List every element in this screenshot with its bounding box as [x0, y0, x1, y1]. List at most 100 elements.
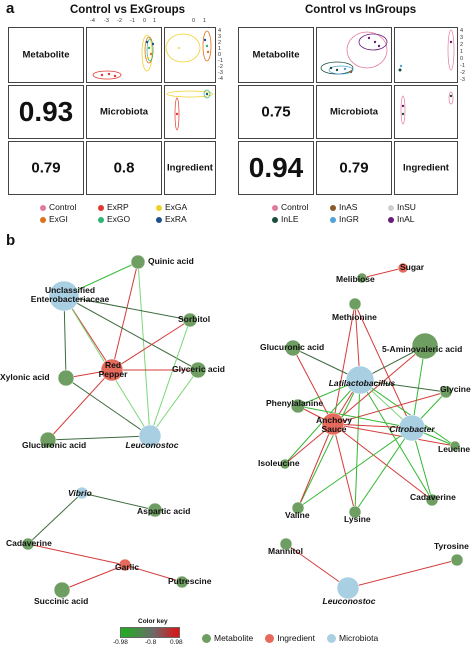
- node-garlic: [118, 558, 132, 572]
- right-value-met-mic-cell: 0.75: [238, 85, 314, 139]
- edge-vibrio-cadaverine1: [27, 492, 83, 545]
- node-leuco2: [336, 576, 360, 600]
- node-sorbitol: [182, 312, 198, 328]
- node-label-cadaverine1: Cadaverine: [6, 538, 52, 548]
- left-legend-item-exra: ExRA: [156, 214, 187, 224]
- edge-glyceric-leuco1: [149, 369, 199, 437]
- edge-anchovy-cadaverine2: [332, 423, 433, 501]
- node-legend-item-microbiota: Microbiota: [327, 633, 378, 644]
- edge-mannitol-leuco2: [285, 543, 349, 589]
- node-phenylalanine: [290, 398, 306, 414]
- node-label-tyrosine: Tyrosine: [434, 541, 469, 551]
- node-label-melibiose: Melibiose: [336, 274, 375, 284]
- right-scatter-met-ing-plot: [398, 29, 455, 72]
- node-label2-redpepper: Pepper: [99, 369, 129, 379]
- left-value-met-ing: 0.79: [31, 159, 61, 177]
- node-label-putrescine: Putrescine: [168, 576, 212, 586]
- right-diag-ingredient: Ingredient: [394, 141, 458, 195]
- right-legend-label: InAS: [339, 202, 358, 212]
- node-leuco1: [138, 424, 162, 448]
- left-tick-right-3: 1: [218, 46, 222, 52]
- node-label-redpepper: Red: [105, 360, 121, 370]
- node-label-leucine: Leucine: [438, 444, 470, 454]
- node-label-methionine: Methionine: [332, 312, 377, 322]
- node-label-unclass: Unclassified: [45, 285, 95, 295]
- left-tick-right-1: 3: [218, 34, 222, 40]
- node-legend-item-metabolite: Metabolite: [202, 633, 253, 644]
- network-nodes: [21, 254, 464, 600]
- right-legend-item-ingr: InGR: [330, 214, 359, 224]
- left-tick-right-0: 4: [218, 28, 222, 34]
- node-aminovaleric: [411, 332, 439, 360]
- right-legend-label: InAL: [397, 214, 415, 224]
- edge-melibiose-sugar: [361, 267, 404, 279]
- edge-redpepper-glucuronic1: [47, 369, 113, 441]
- left-tick-top-4: 0: [143, 18, 147, 24]
- right-legend-item-inal: InAL: [388, 214, 415, 224]
- left-scatter-mic-ing-plot: [166, 89, 214, 131]
- node-label-citro: Citrobacter: [389, 424, 435, 434]
- left-tick-right-7: -3: [218, 70, 223, 76]
- left-panel-title: Control vs ExGroups: [70, 4, 186, 16]
- edge-vibrio-aspartic: [81, 492, 156, 511]
- right-legend-label: InLE: [281, 214, 299, 224]
- node-label-succinic: Succinic acid: [34, 596, 88, 606]
- node-label-phenylalanine: Phenylalanine: [266, 398, 323, 408]
- edge-cadaverine1-garlic: [27, 543, 126, 566]
- left-legend-label: ExRA: [165, 214, 187, 224]
- node-legend-dot: [202, 634, 211, 644]
- node-succinic: [53, 581, 71, 599]
- edge-tyrosine-leuco2: [347, 559, 458, 589]
- right-legend-label: Control: [281, 202, 309, 212]
- right-diag-ingredient-label: Ingredient: [403, 162, 449, 174]
- edge-citro-valine: [297, 427, 413, 509]
- edge-anchovy-lysine: [332, 423, 356, 513]
- left-diag-metabolite: Metabolite: [8, 27, 84, 83]
- node-label-vibrio: Vibrio: [68, 488, 92, 498]
- right-legend-dot: [330, 204, 336, 211]
- right-value-mic-ing: 0.79: [339, 159, 369, 177]
- left-diag-microbiota-label: Microbiota: [99, 106, 149, 118]
- right-tick-right-3: 1: [460, 49, 464, 55]
- right-legend-item-control: Control: [272, 202, 308, 212]
- edge-sorbitol-leuco1: [149, 319, 191, 437]
- left-scatter-mic-ing: [164, 85, 216, 139]
- color-key-tick-0: -0.98: [113, 639, 128, 646]
- left-value-met-mic-cell: 0.93: [8, 85, 84, 139]
- edge-unclass-sorbitol: [63, 295, 191, 321]
- node-tyrosine: [450, 553, 464, 567]
- left-legend-item-exrp: ExRP: [98, 202, 129, 212]
- right-scatter-mic-ing-plot: [400, 91, 454, 125]
- node-unclass: [48, 280, 80, 312]
- left-tick-right-4: 0: [218, 52, 222, 58]
- right-scatter-met-mic: [316, 27, 392, 83]
- right-legend-dot: [388, 204, 394, 211]
- node-label2-unclass: Enterobacteriaceae: [31, 294, 110, 304]
- node-label-lysine: Lysine: [344, 514, 371, 524]
- left-legend-dot: [156, 204, 162, 211]
- node-xylonic: [57, 369, 75, 387]
- right-tick-right-2: 2: [460, 42, 464, 48]
- left-tick-right-2: 2: [218, 40, 222, 46]
- left-legend-dot: [40, 216, 46, 223]
- right-legend-item-inas: InAS: [330, 202, 357, 212]
- right-diag-metabolite-label: Metabolite: [252, 49, 300, 61]
- left-diag-microbiota: Microbiota: [86, 85, 162, 139]
- node-quinic: [130, 254, 146, 270]
- node-glucuronic1: [39, 431, 57, 449]
- right-value-met-ing-cell: 0.94: [238, 141, 314, 195]
- right-scatter-mic-ing: [394, 85, 458, 139]
- node-label-valine: Valine: [285, 510, 310, 520]
- right-diag-microbiota-label: Microbiota: [329, 106, 379, 118]
- node-legend-dot: [265, 634, 275, 644]
- edge-glucuronic1-leuco1: [47, 435, 151, 441]
- left-value-met-ing-cell: 0.79: [8, 141, 84, 195]
- node-label-xylonic: Xylonic acid: [0, 372, 50, 382]
- left-legend-label: ExGA: [165, 202, 188, 212]
- node-label-sugar: Sugar: [400, 262, 425, 272]
- node-putrescine: [175, 575, 189, 589]
- right-value-mic-ing-cell: 0.79: [316, 141, 392, 195]
- node-type-legend: Metabolite Ingredient Microbiota: [202, 628, 390, 646]
- edge-lati-lysine: [354, 379, 361, 513]
- edge-xylonic-leuco1: [65, 377, 151, 437]
